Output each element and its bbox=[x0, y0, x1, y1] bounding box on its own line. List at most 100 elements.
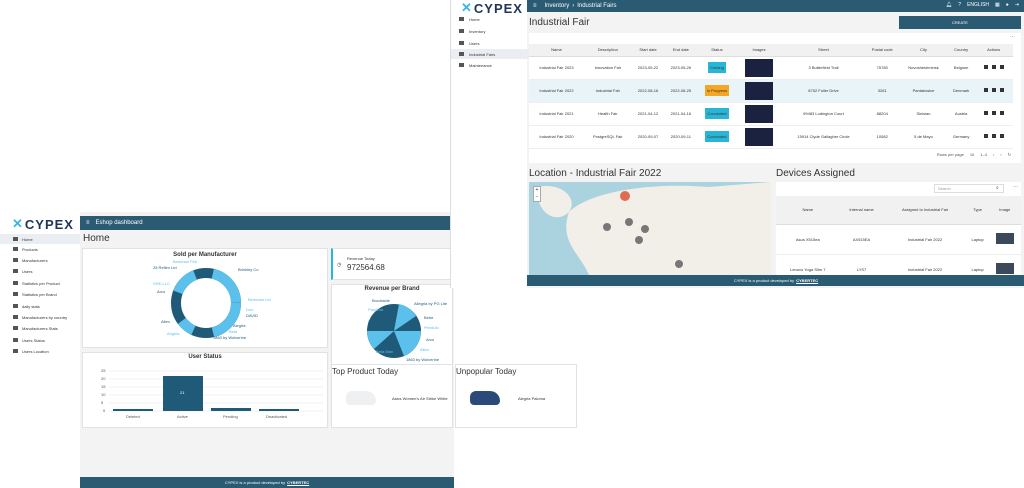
column-header[interactable]: Name bbox=[776, 196, 840, 225]
fair-image[interactable] bbox=[745, 104, 774, 123]
menu-icon[interactable]: ≡ bbox=[533, 3, 537, 9]
zoom-out-button[interactable]: − bbox=[535, 194, 539, 200]
edit-icon[interactable] bbox=[991, 65, 996, 69]
pie-label: Arco bbox=[426, 337, 435, 342]
y-tick: 5 bbox=[101, 400, 104, 405]
pie-label: Allen bbox=[420, 347, 429, 352]
cell-internal: LYS7 bbox=[839, 254, 884, 275]
cell-name: Industrial Fair 2023 bbox=[529, 56, 584, 80]
cell-country: Germany bbox=[947, 125, 975, 149]
view-icon[interactable] bbox=[983, 88, 988, 92]
map-marker[interactable] bbox=[675, 260, 683, 268]
column-header[interactable]: Images bbox=[736, 44, 782, 57]
column-header[interactable]: End date bbox=[664, 44, 698, 57]
logout-icon[interactable]: ⇥ bbox=[1014, 2, 1019, 8]
column-header[interactable]: Type bbox=[966, 196, 989, 225]
cybertec-link[interactable]: CYBERTEC bbox=[796, 278, 819, 283]
rows-per-page-select[interactable]: 10 bbox=[969, 152, 975, 157]
grid-icon[interactable]: ▦ bbox=[995, 2, 1000, 8]
sidebar-item-stats-brand[interactable]: Statistics per Brand bbox=[0, 289, 80, 299]
table-icon bbox=[13, 247, 18, 251]
edit-icon[interactable] bbox=[991, 134, 996, 138]
column-header[interactable]: Name bbox=[529, 44, 584, 57]
table-row[interactable]: Lenovo Yoga Slim 7 LYS7 Industrial Fair 20… bbox=[776, 254, 1021, 275]
delete-icon[interactable] bbox=[999, 111, 1004, 115]
product-name: Alegria Paloma bbox=[518, 396, 546, 401]
fair-image[interactable] bbox=[745, 81, 774, 100]
column-header[interactable]: Image bbox=[988, 196, 1021, 225]
map-marker[interactable] bbox=[641, 225, 649, 233]
map-marker[interactable] bbox=[635, 236, 643, 244]
fair-image[interactable] bbox=[745, 58, 774, 77]
column-header[interactable]: City bbox=[899, 44, 948, 57]
sidebar-item-home[interactable]: Home bbox=[451, 14, 531, 24]
fair-image[interactable] bbox=[745, 127, 774, 146]
cell-start: 2021-04-12 bbox=[631, 102, 665, 126]
sidebar-item-users[interactable]: Users bbox=[0, 266, 80, 276]
column-header[interactable]: Assigned to Industrial Fair bbox=[883, 196, 967, 225]
sidebar-item-inventory[interactable]: Inventory bbox=[451, 26, 531, 36]
table-row[interactable]: Industrial Fair 2021 Health Fair 2021-04-1… bbox=[529, 102, 1013, 126]
table-row[interactable]: Industrial Fair 2020 PostgreSQL Fair 2020-… bbox=[529, 125, 1013, 149]
view-icon[interactable] bbox=[983, 134, 988, 138]
column-header[interactable]: Internal name bbox=[839, 196, 884, 225]
table-row[interactable]: Asus X515ea AX515EA Industrial Fair 2022 La… bbox=[776, 224, 1021, 255]
map-marker-active[interactable] bbox=[620, 191, 630, 201]
create-button[interactable]: CREATE bbox=[899, 16, 1021, 29]
edit-icon[interactable] bbox=[991, 88, 996, 92]
column-header[interactable]: Country bbox=[947, 44, 975, 57]
delete-icon[interactable] bbox=[999, 88, 1004, 92]
sidebar-item-stats-product[interactable]: Statistics per Product bbox=[0, 278, 80, 288]
menu-icon[interactable]: ≡ bbox=[86, 220, 90, 226]
column-header[interactable]: Status bbox=[697, 44, 737, 57]
sidebar-item-users-location[interactable]: Users Location bbox=[0, 346, 80, 356]
sidebar-item-users[interactable]: Users bbox=[451, 38, 531, 48]
zoom-in-button[interactable]: + bbox=[535, 187, 539, 193]
breadcrumb-root[interactable]: Inventory bbox=[544, 3, 570, 9]
cypex-logo: ✕ CYPEX bbox=[12, 216, 74, 232]
prev-page-icon[interactable]: ‹ bbox=[992, 152, 995, 157]
more-icon[interactable]: ⋯ bbox=[1010, 34, 1015, 40]
bell-icon[interactable]: 🔔︎ bbox=[945, 2, 953, 8]
sidebar-item-maintenance[interactable]: Maintenance bbox=[451, 60, 531, 70]
view-icon[interactable] bbox=[983, 111, 988, 115]
column-header[interactable]: Street bbox=[781, 44, 866, 57]
sidebar-item-manufacturers[interactable]: Manufacturers bbox=[0, 255, 80, 265]
donut-label: Angela bbox=[167, 331, 180, 336]
more-icon[interactable]: ⋯ bbox=[1013, 184, 1018, 190]
table-row[interactable]: Industrial Fair 2023 Innovation Fair 2023-… bbox=[529, 56, 1013, 80]
sidebar-item-manufacturers-stats[interactable]: Manufacturers Stats bbox=[0, 323, 80, 333]
account-icon[interactable]: ● bbox=[1005, 2, 1009, 8]
sidebar-item-home[interactable]: Home bbox=[0, 234, 80, 244]
map-marker[interactable] bbox=[625, 218, 633, 226]
y-tick: 0 bbox=[103, 408, 106, 413]
sidebar-item-products[interactable]: Products bbox=[0, 244, 80, 254]
cell-description: Innovation Fair bbox=[584, 56, 632, 80]
pie-label: Pendulo bbox=[424, 325, 439, 330]
sidebar-item-manufacturers-country[interactable]: Manufacturers by country bbox=[0, 312, 80, 322]
sidebar-item-users-status[interactable]: Users Status bbox=[0, 335, 80, 345]
delete-icon[interactable] bbox=[999, 65, 1004, 69]
devices-card: Search ⌕ ⋯ Name Internal name Assigned t… bbox=[776, 182, 1021, 275]
view-icon[interactable] bbox=[983, 65, 988, 69]
cell-city: Sinisian bbox=[899, 102, 948, 126]
language-selector[interactable]: ENGLISH bbox=[967, 2, 990, 8]
column-header[interactable]: Postal code bbox=[865, 44, 900, 57]
edit-icon[interactable] bbox=[991, 111, 996, 115]
delete-icon[interactable] bbox=[999, 134, 1004, 138]
map-marker[interactable] bbox=[603, 223, 611, 231]
help-icon[interactable]: ? bbox=[958, 2, 962, 8]
column-header[interactable]: Start date bbox=[631, 44, 665, 57]
column-header[interactable]: Description bbox=[584, 44, 632, 57]
cybertec-link[interactable]: CYBERTEC bbox=[287, 480, 310, 485]
table-icon bbox=[13, 326, 18, 330]
devices-search-input[interactable]: Search bbox=[934, 184, 1004, 193]
search-icon[interactable]: ⌕ bbox=[996, 185, 999, 191]
pie-chart: Allegria by PG Lite Bebe Pendulo Brooksi… bbox=[367, 298, 448, 362]
sidebar-item-daily-stats[interactable]: daily stats bbox=[0, 301, 80, 311]
location-map[interactable]: + − bbox=[529, 182, 771, 275]
sidebar-item-industrial-fairs[interactable]: Industrial Fairs bbox=[451, 49, 531, 59]
refresh-icon[interactable]: ↻ bbox=[1007, 152, 1011, 157]
table-row[interactable]: Industrial Fair 2022 Industrial Fair 2022-… bbox=[529, 79, 1013, 103]
next-page-icon[interactable]: › bbox=[1000, 152, 1002, 157]
